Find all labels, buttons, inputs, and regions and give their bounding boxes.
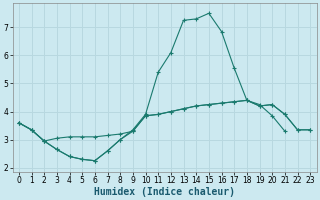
X-axis label: Humidex (Indice chaleur): Humidex (Indice chaleur) <box>94 186 235 197</box>
